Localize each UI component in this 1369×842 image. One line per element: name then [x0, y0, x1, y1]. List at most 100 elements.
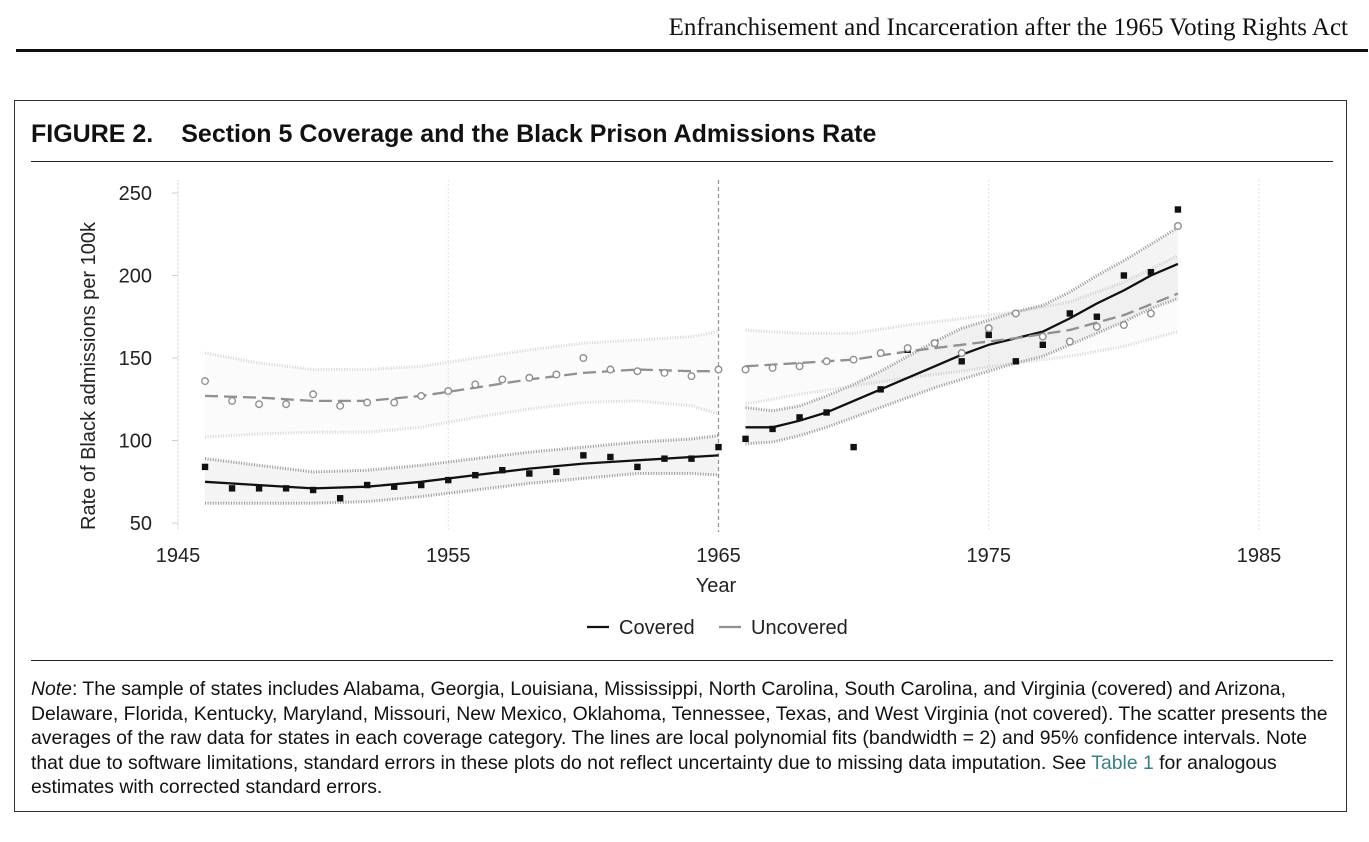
note-rule	[31, 660, 1333, 661]
uncovered-point	[282, 400, 291, 409]
uncovered-point	[903, 344, 912, 353]
covered-point	[391, 483, 398, 490]
x-tick-label: 1965	[696, 545, 741, 567]
covered-ci-pre-upper	[204, 434, 719, 474]
uncovered-point	[255, 400, 264, 409]
uncovered-point	[1038, 332, 1047, 341]
covered-point	[985, 331, 992, 339]
uncovered-point	[984, 324, 993, 333]
uncovered-point	[633, 367, 642, 376]
covered-point	[580, 452, 587, 459]
running-head: Enfranchisement and Incarceration after …	[668, 14, 1348, 41]
uncovered-point	[1065, 337, 1074, 346]
uncovered-ci-pre-upper	[204, 330, 719, 371]
note-label: Note	[31, 678, 72, 700]
covered-ci-post-band	[745, 227, 1178, 444]
covered-ci-pre-band	[205, 435, 719, 504]
covered-point	[336, 495, 344, 502]
figure-frame	[14, 100, 1347, 812]
legend-covered-label: Covered	[619, 617, 695, 639]
note-text-end: for analogous estimates with corrected s…	[31, 751, 1277, 799]
confidence-interval-layer	[204, 226, 1179, 505]
uncovered-point	[795, 362, 804, 371]
covered-point	[742, 435, 749, 443]
uncovered-point	[849, 355, 858, 364]
covered-point	[309, 486, 317, 494]
uncovered-point	[228, 396, 237, 405]
covered-point	[715, 443, 722, 451]
uncovered-point	[525, 373, 534, 382]
uncovered-point	[768, 363, 777, 372]
uncovered-point	[660, 368, 669, 377]
uncovered-point	[390, 398, 399, 407]
covered-point	[255, 485, 263, 492]
x-tick-label: 1985	[1237, 545, 1282, 567]
uncovered-point	[957, 349, 966, 358]
uncovered-point	[201, 377, 210, 386]
covered-point	[418, 481, 425, 489]
covered-point	[1174, 206, 1182, 213]
y-tick-label: 250	[119, 183, 152, 205]
uncovered-point	[498, 375, 507, 384]
figure-note: Note: The sample of states includes Alab…	[31, 677, 1337, 800]
x-axis-label: Year	[696, 575, 737, 597]
y-axis-label: Rate of Black admissions per 100k	[78, 221, 100, 530]
covered-point	[661, 455, 668, 462]
uncovered-point	[336, 401, 345, 410]
covered-point	[228, 485, 236, 492]
covered-point	[958, 358, 965, 365]
note-text: : The sample of states includes Alabama,…	[31, 678, 1328, 774]
covered-point	[499, 467, 506, 474]
covered-point	[201, 463, 209, 471]
uncovered-point	[552, 370, 561, 379]
uncovered-ci-pre-band	[205, 331, 719, 438]
axis-layer: 50 100 150 200 250 1945 1955 1965 1975 1985 Year Ra…	[78, 183, 1281, 597]
running-head-rule	[16, 49, 1368, 52]
uncovered-point	[822, 357, 831, 366]
covered-point	[607, 453, 614, 461]
covered-point	[363, 481, 371, 489]
figure-title: FIGURE 2. Section 5 Coverage and the Blac…	[31, 120, 876, 149]
uncovered-point	[930, 339, 939, 348]
uncovered-point	[606, 365, 615, 374]
covered-point	[1066, 310, 1074, 317]
covered-point	[1093, 313, 1101, 320]
uncovered-point	[1146, 309, 1155, 318]
uncovered-ci-post-band	[745, 255, 1178, 405]
uncovered-point	[444, 387, 453, 396]
uncovered-ci-post-lower	[745, 330, 1179, 406]
figure-title-text: Section 5 Coverage and the Black Prison …	[181, 120, 877, 148]
x-tick-label: 1945	[156, 545, 201, 567]
uncovered-point	[714, 365, 723, 374]
covered-point	[877, 386, 884, 393]
covered-point	[1147, 269, 1155, 276]
covered-point	[1039, 341, 1046, 348]
uncovered-point	[1173, 221, 1182, 230]
prison-admissions-chart: 50 100 150 200 250 1945 1955 1965 1975 1985 Year Ra…	[78, 180, 1281, 639]
legend: Covered Uncovered	[587, 617, 848, 639]
scatter-point-layer	[201, 206, 1182, 502]
covered-point	[850, 443, 857, 451]
uncovered-point	[687, 372, 696, 381]
covered-point	[472, 471, 479, 479]
y-tick-label: 150	[119, 348, 152, 370]
y-tick-label: 200	[119, 266, 152, 288]
uncovered-fit-post	[745, 292, 1179, 368]
covered-point	[823, 409, 830, 416]
uncovered-point	[1119, 321, 1128, 330]
covered-point	[688, 455, 695, 462]
table-1-link[interactable]: Table 1	[1091, 751, 1154, 774]
figure-title-rule	[31, 161, 1333, 162]
uncovered-point	[1011, 309, 1020, 318]
uncovered-point	[309, 390, 318, 399]
covered-point	[282, 485, 290, 492]
x-tick-label: 1955	[426, 545, 471, 567]
covered-ci-post-upper	[745, 226, 1179, 413]
covered-point	[796, 414, 803, 421]
figure-label: FIGURE 2.	[31, 120, 154, 148]
uncovered-point	[579, 354, 588, 363]
y-tick-label: 100	[119, 431, 152, 453]
x-tick-label: 1975	[967, 545, 1012, 567]
covered-point	[1120, 272, 1128, 279]
covered-point	[553, 468, 560, 476]
